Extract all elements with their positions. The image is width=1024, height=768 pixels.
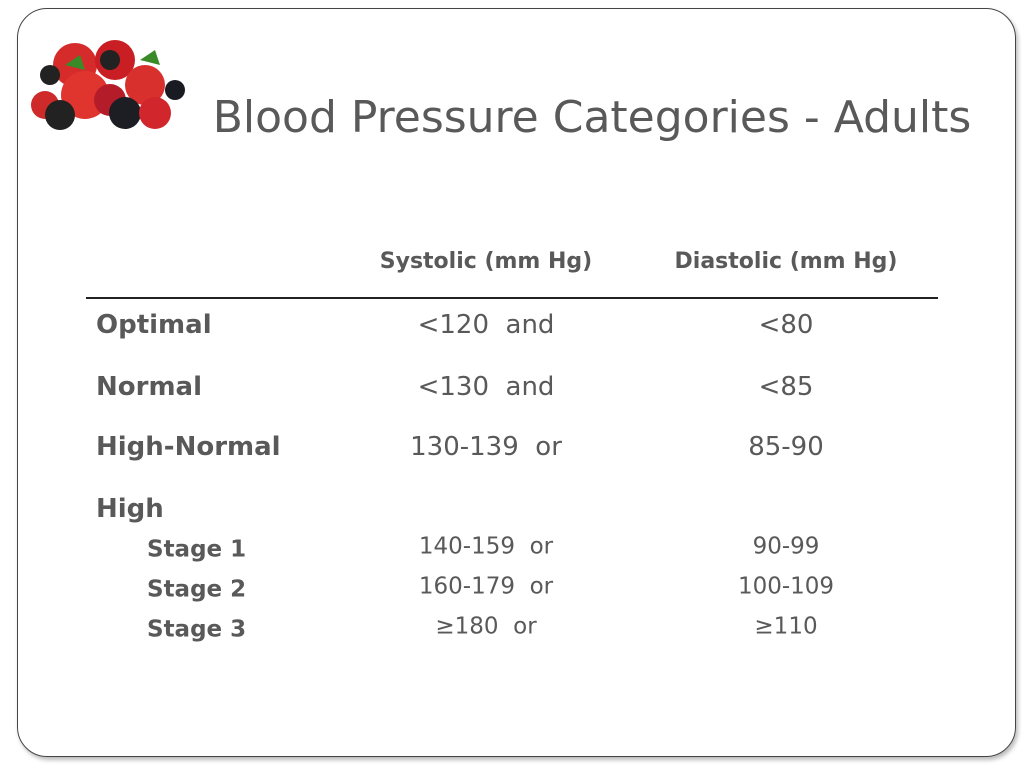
diastolic-cell: <85 <box>758 372 814 402</box>
systolic-cell: <120 and <box>417 310 555 340</box>
systolic-cell: ≥180 or <box>435 613 537 640</box>
systolic-cell: <130 and <box>417 372 555 402</box>
systolic-cell: 160-179 or <box>418 573 554 600</box>
column-header: Systolic (mm Hg) <box>379 249 593 274</box>
row-label: Optimal <box>96 310 212 340</box>
row-label: High-Normal <box>96 432 281 462</box>
systolic-cell: 140-159 or <box>418 533 554 560</box>
stage-label: Stage 3 <box>147 616 247 643</box>
stage-label: Stage 2 <box>147 576 247 603</box>
slide-frame <box>17 8 1016 757</box>
diastolic-cell: ≥110 <box>754 613 818 640</box>
diastolic-cell: 100-109 <box>737 573 835 600</box>
column-header: Diastolic (mm Hg) <box>674 249 898 274</box>
group-label: High <box>96 494 164 524</box>
systolic-cell: 130-139 or <box>410 432 562 462</box>
diastolic-cell: 85-90 <box>748 432 824 462</box>
stage-label: Stage 1 <box>147 536 247 563</box>
diastolic-cell: <80 <box>758 310 814 340</box>
diastolic-cell: 90-99 <box>752 533 820 560</box>
title: Blood Pressure Categories - Adults <box>212 92 972 143</box>
berries-image <box>31 40 185 130</box>
header-rule <box>86 297 938 299</box>
row-label: Normal <box>96 372 202 402</box>
